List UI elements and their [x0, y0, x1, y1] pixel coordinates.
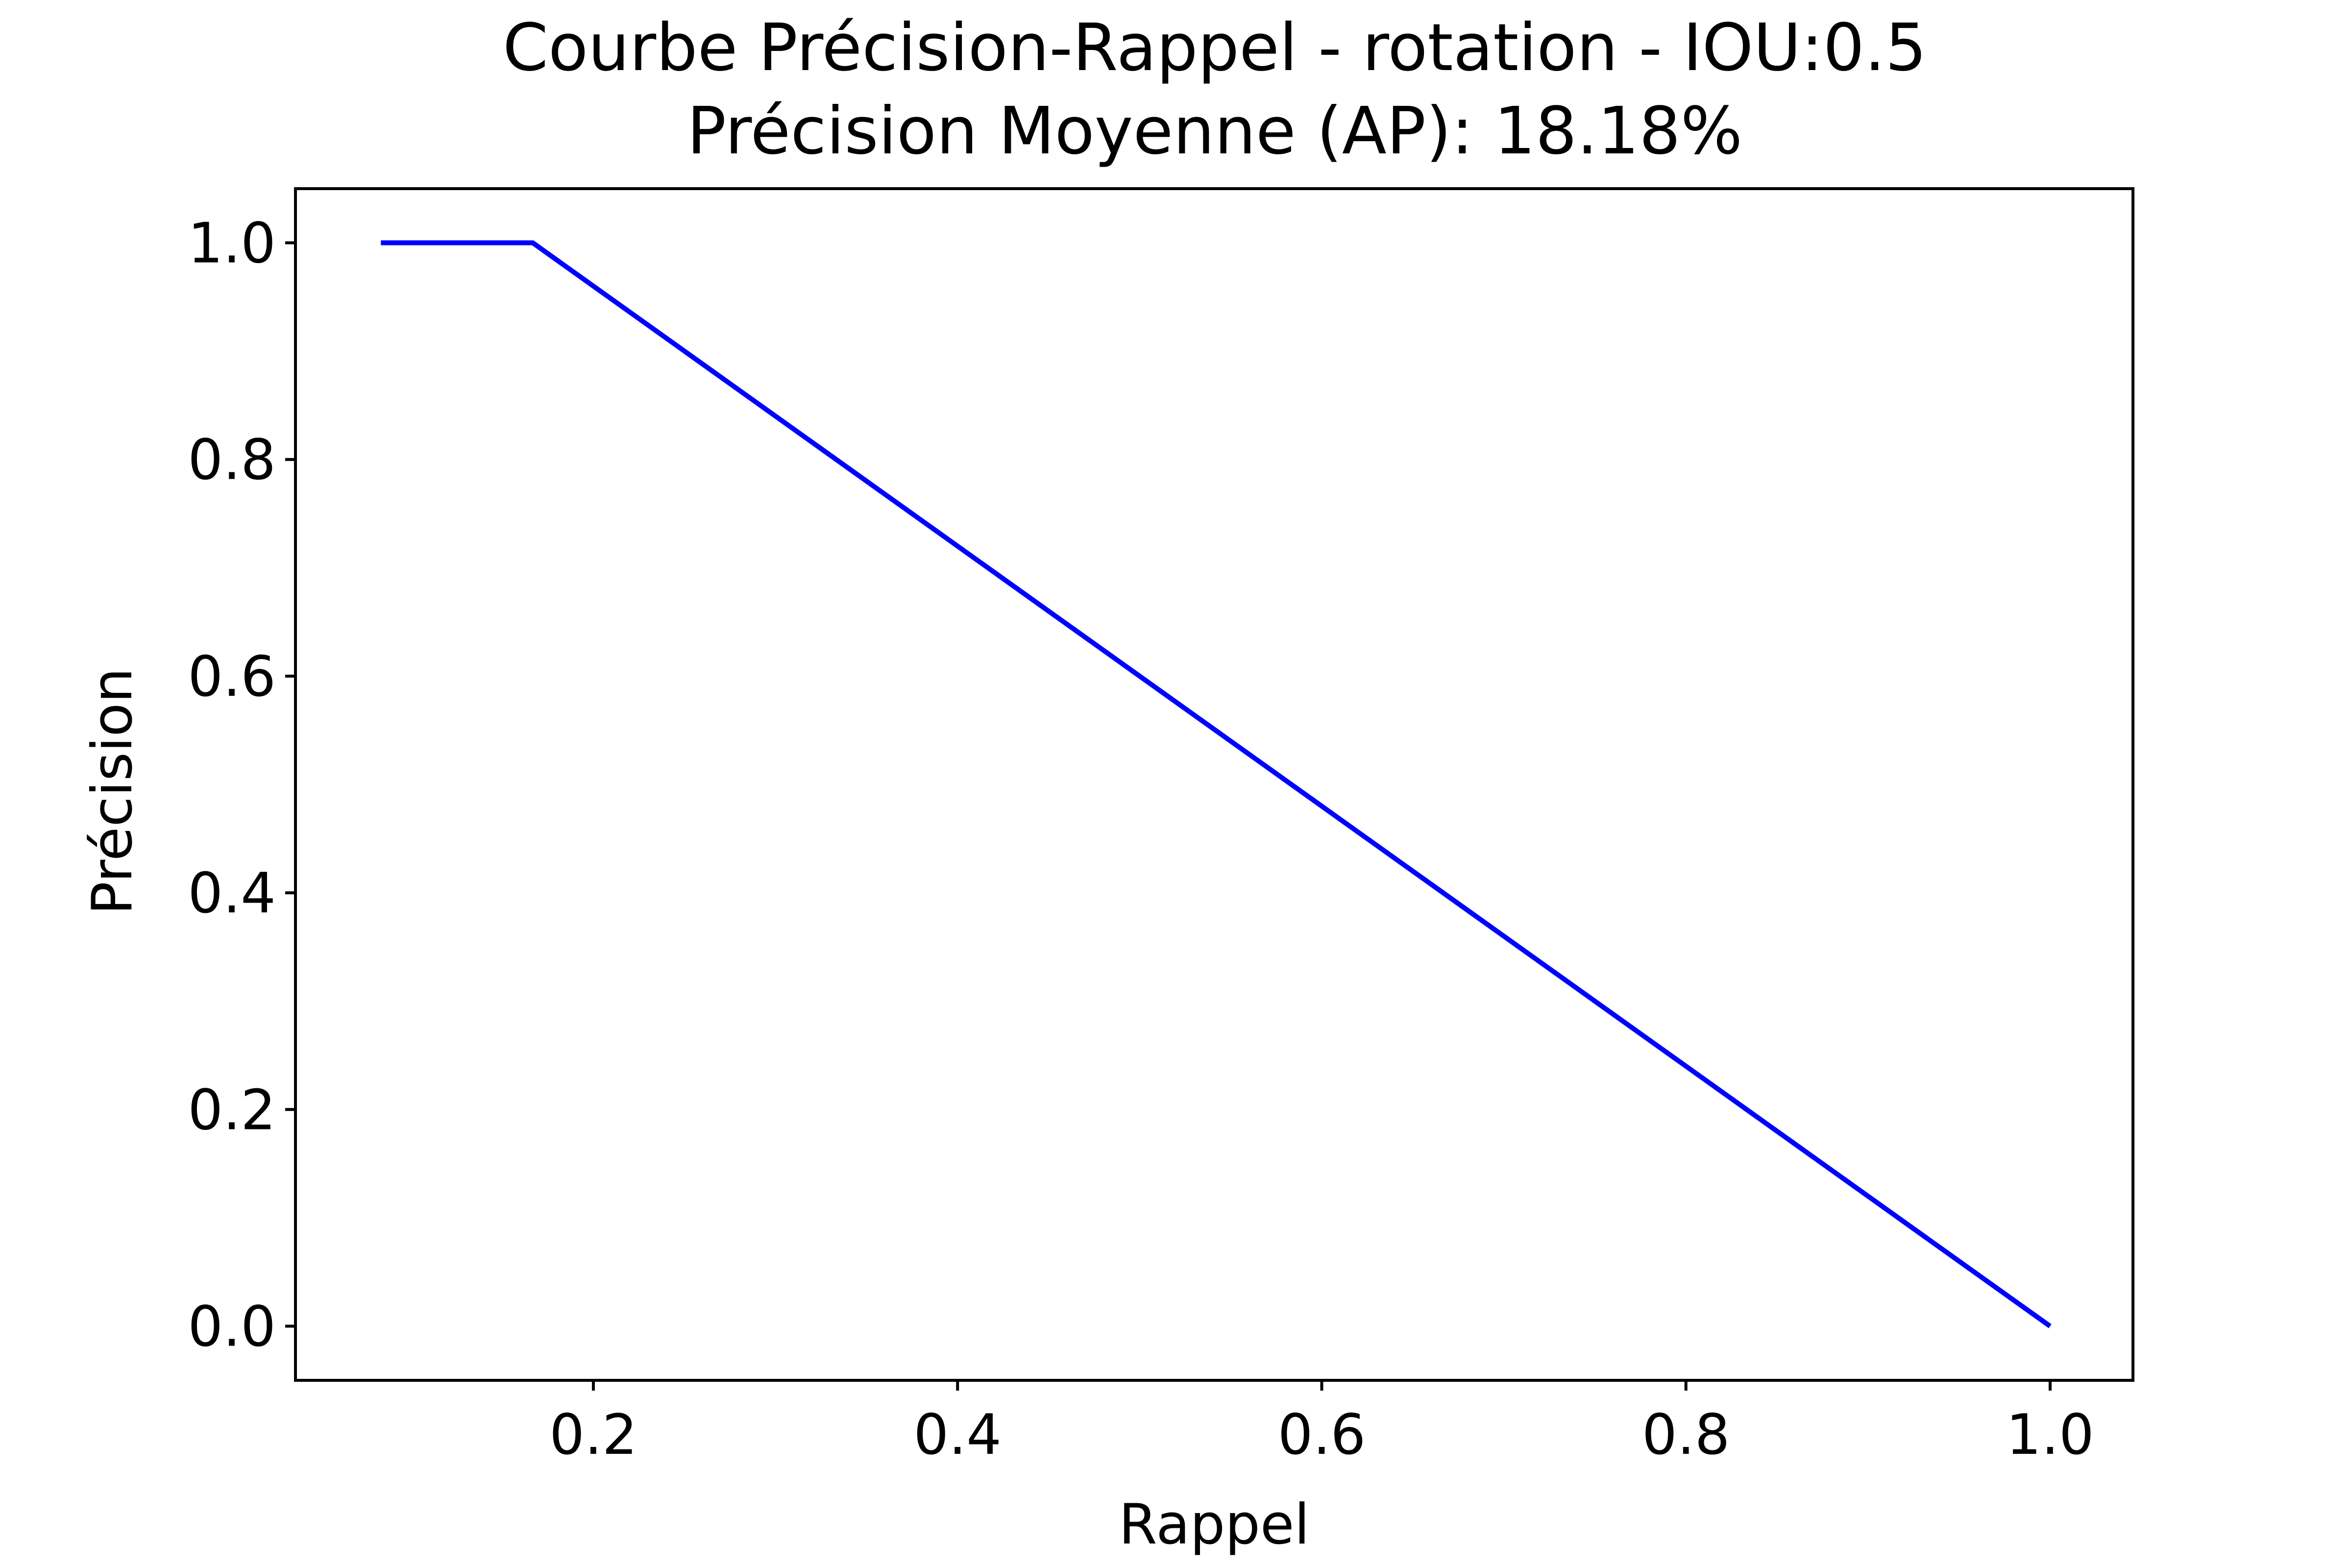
- y-tick-label: 1.0: [188, 211, 276, 276]
- y-tick-label: 0.8: [188, 428, 276, 492]
- x-axis-ticks: 0.2 0.4 0.6 0.8 1.0: [549, 1380, 2094, 1467]
- x-tick-label: 0.4: [913, 1402, 1002, 1467]
- plot-frame: [294, 187, 2134, 1382]
- y-axis-label: Précision: [80, 668, 145, 915]
- y-tick-label: 0.0: [188, 1294, 276, 1359]
- series-layer: [381, 240, 2052, 1328]
- x-tick-label: 0.8: [1642, 1402, 1730, 1467]
- chart-subtitle: Précision Moyenne (AP): 18.18%: [687, 94, 1742, 169]
- y-tick-label: 0.6: [188, 644, 276, 709]
- x-tick-label: 0.2: [549, 1402, 637, 1467]
- x-tick-label: 0.6: [1278, 1402, 1366, 1467]
- y-axis-ticks: 0.0 0.2 0.4 0.6 0.8 1.0: [188, 211, 295, 1359]
- y-tick-label: 0.2: [188, 1078, 276, 1142]
- y-tick-label: 0.4: [188, 861, 276, 926]
- chart-title: Courbe Précision-Rappel - rotation - IOU…: [503, 10, 1927, 86]
- precision-recall-line: [381, 240, 2052, 1328]
- x-axis-label: Rappel: [1119, 1492, 1310, 1557]
- x-tick-label: 1.0: [2006, 1402, 2094, 1467]
